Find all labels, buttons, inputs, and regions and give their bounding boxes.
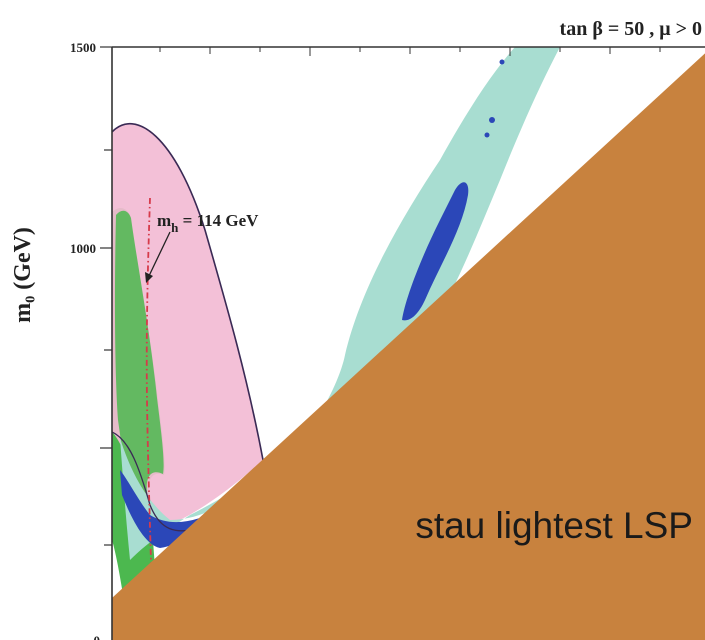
higgs-arrow (147, 231, 171, 279)
wmap-dot (484, 132, 490, 138)
relic-region (120, 47, 560, 560)
stau-lsp-region (112, 53, 705, 640)
wmap-dot (499, 59, 505, 65)
gm2-boundary (112, 122, 264, 461)
top-ticks (159, 47, 661, 56)
higgs-label-value: = 114 GeV (178, 211, 259, 230)
stau-region-label: stau lightest LSP (415, 505, 693, 546)
wmap-lower (120, 470, 245, 548)
y-tick-label: 0 (94, 633, 101, 640)
chart-title: tan β = 50 , μ > 0 (560, 18, 702, 40)
higgs-arrowhead (145, 272, 153, 283)
higgs-label: mh = 114 GeV (157, 211, 259, 235)
higgs-label-sub: h (171, 220, 179, 235)
wmap-region (402, 182, 469, 321)
higgs-label-m: m (157, 211, 171, 230)
y-axis-label: m₀ (GeV) (10, 227, 36, 323)
wmap-dot (489, 117, 495, 123)
y-tick-label: 1000 (70, 241, 96, 256)
y-ticks (100, 46, 112, 546)
y-tick-label: 1500 (70, 40, 96, 55)
